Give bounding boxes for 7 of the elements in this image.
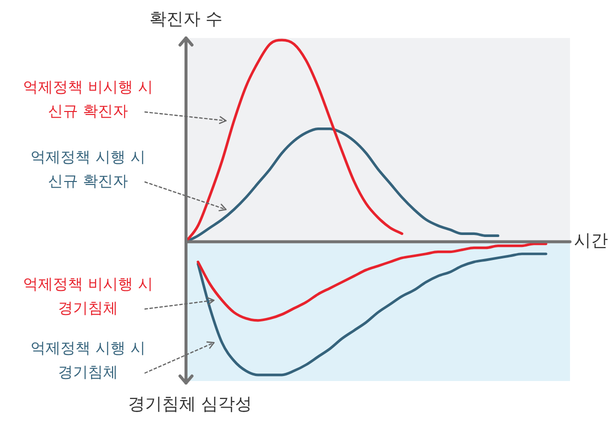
x-axis-title: 시간 [574,231,608,252]
text: 억제정책 시행 시 신규 확진자 [30,148,146,190]
text: 억제정책 시행 시 경기침체 [30,338,146,381]
text: 억제정책 비시행 시 경기침체 [23,274,153,317]
text: 억제정책 비시행 시 신규 확진자 [23,78,153,120]
text: 경기침체 심각성 [128,394,252,414]
y-axis-title: 확진자 수 [149,9,223,30]
